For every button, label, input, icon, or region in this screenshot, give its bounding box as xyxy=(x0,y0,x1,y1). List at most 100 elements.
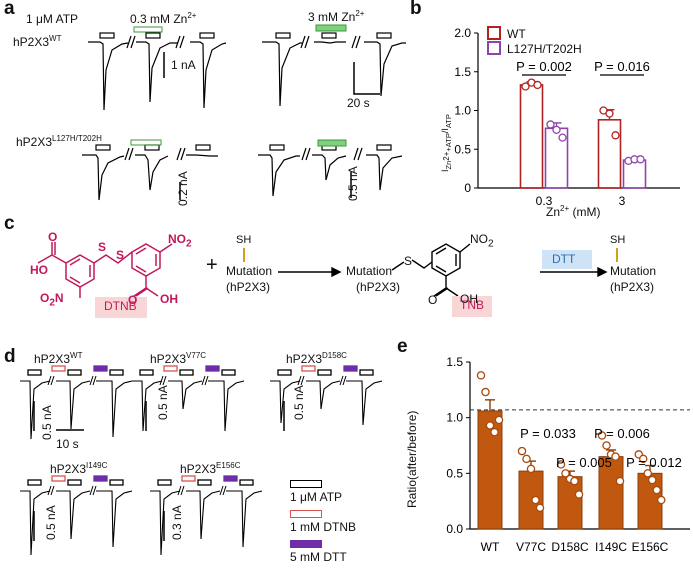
panel-label-d: d xyxy=(4,346,16,367)
chart-e-point xyxy=(517,446,527,456)
chart-e-point xyxy=(570,476,579,486)
tnb-o: O xyxy=(428,293,438,307)
protocol-bar xyxy=(317,369,332,376)
construct-d-v77c: hP2X3V77C xyxy=(150,351,207,366)
hp2x3-label-2: (hP2X3) xyxy=(356,280,401,294)
chart-e-bar xyxy=(557,476,583,530)
dtnb-ho: HO xyxy=(30,263,48,277)
chart-b-ytick-label: 0.5 xyxy=(454,142,471,156)
protocol-bar xyxy=(93,475,108,482)
chart-e-point xyxy=(574,490,584,499)
chart-e-point xyxy=(648,475,657,485)
protocol-bar xyxy=(51,365,66,372)
chart-e-point xyxy=(652,485,662,495)
dtnb-s1: S xyxy=(98,240,107,254)
current-trace xyxy=(20,380,133,440)
chart-e-point xyxy=(476,371,486,380)
current-trace xyxy=(150,490,263,556)
chart-e-pvalue: P = 0.005 xyxy=(556,455,612,470)
chart-b-point xyxy=(546,120,555,129)
protocol-bar xyxy=(359,369,374,376)
sh-label-2: SH xyxy=(610,234,626,246)
trace-break xyxy=(177,485,227,496)
protocol-bar xyxy=(109,369,124,376)
chart-e-point xyxy=(597,431,607,440)
chart-e-xtick-label: WT xyxy=(481,540,500,554)
panel-label-b: b xyxy=(410,0,422,19)
chart-e-ytick-label: 1.0 xyxy=(446,411,463,425)
chart-e-xtick-label: V77C xyxy=(516,540,546,554)
chart-e-ytick-label: 0.0 xyxy=(446,522,463,536)
protocol-bar xyxy=(67,369,82,376)
chart-e-bar xyxy=(598,456,624,530)
trace-break xyxy=(159,375,209,386)
chart-b-point xyxy=(558,133,567,142)
chart-e-point xyxy=(490,427,499,437)
current-trace xyxy=(132,380,245,432)
chart-b-ytick-label: 1.0 xyxy=(454,104,471,118)
tnb-no2: NO2 xyxy=(470,232,494,250)
protocol-bar xyxy=(301,365,316,372)
chart-e-point xyxy=(535,503,545,513)
chart-b-legend-wt: WT xyxy=(487,26,526,41)
chart-b-point xyxy=(636,155,645,164)
chart-e-ytick-label: 0.5 xyxy=(446,466,463,480)
chart-e-bar xyxy=(477,410,503,530)
dtnb-label: DTNB xyxy=(104,299,137,313)
construct-d-d158c: hP2X3D158C xyxy=(286,351,347,366)
dtnb-oh: OH xyxy=(160,292,178,306)
construct-d-e156c: hP2X3E156C xyxy=(180,461,241,476)
chart-b-point xyxy=(552,125,561,135)
legend-dtnb: 1 mM DTNB xyxy=(290,510,356,534)
chart-e-xtick-label: D158C xyxy=(551,540,589,554)
protocol-bar xyxy=(27,479,42,486)
chart-e-point xyxy=(657,495,666,505)
chart-b-ytick-label: 1.5 xyxy=(454,65,471,79)
protocol-bar xyxy=(163,365,178,372)
sh-label-1: SH xyxy=(236,234,252,246)
protocol-bar xyxy=(197,479,212,486)
chart-e-point xyxy=(602,441,611,450)
current-trace xyxy=(270,380,383,426)
chart-e-point xyxy=(531,495,540,505)
construct-label-mut: hP2X3L127H/T202H xyxy=(16,134,102,149)
chart-b-point xyxy=(521,82,530,91)
construct-label-wt: hP2X3WT xyxy=(13,34,62,49)
chart-b-xtick-label: 0.3 xyxy=(536,194,553,208)
protocol-bar xyxy=(27,369,42,376)
chart-e-ytick-label: 1.5 xyxy=(446,355,463,369)
protocol-bar xyxy=(67,479,82,486)
chart-b-legend-mut: L127H/T202H xyxy=(487,41,582,56)
trace-break xyxy=(47,485,97,496)
protocol-bar xyxy=(277,369,292,376)
chart-b-ytick-label: 0 xyxy=(464,181,471,195)
construct-d-i149c: hP2X3I149C xyxy=(50,461,108,476)
trace-break xyxy=(47,375,97,386)
chart-e-pvalue: P = 0.033 xyxy=(520,426,576,441)
current-trace xyxy=(20,490,133,556)
chart-e-xtick-label: I149C xyxy=(595,540,627,554)
panel-label-c: c xyxy=(4,213,15,234)
protocol-bar xyxy=(109,479,124,486)
tnb-oh: OH xyxy=(460,292,478,306)
tnb-s: S xyxy=(404,254,413,268)
chart-b-ytick-label: 2.0 xyxy=(454,26,471,40)
chart-e-point xyxy=(556,460,566,469)
chart-e-point xyxy=(615,476,625,486)
chart-b-pvalue: P = 0.002 xyxy=(516,59,572,74)
protocol-bar xyxy=(51,475,66,482)
protocol-bar xyxy=(223,475,238,482)
protocol-bar xyxy=(205,365,220,372)
protocol-bar xyxy=(179,369,194,376)
dtnb-no2: NO2 xyxy=(168,232,192,250)
scale-label-20s: 20 s xyxy=(347,96,370,110)
zn-low-label: 0.3 mM Zn2+ xyxy=(130,11,197,26)
chart-b-point xyxy=(533,80,542,90)
atp-label: 1 μM ATP xyxy=(26,12,79,26)
dtnb-s2: S xyxy=(116,248,125,262)
chart-e-point xyxy=(639,454,648,464)
chart-b-xtick-label: 3 xyxy=(619,194,626,208)
